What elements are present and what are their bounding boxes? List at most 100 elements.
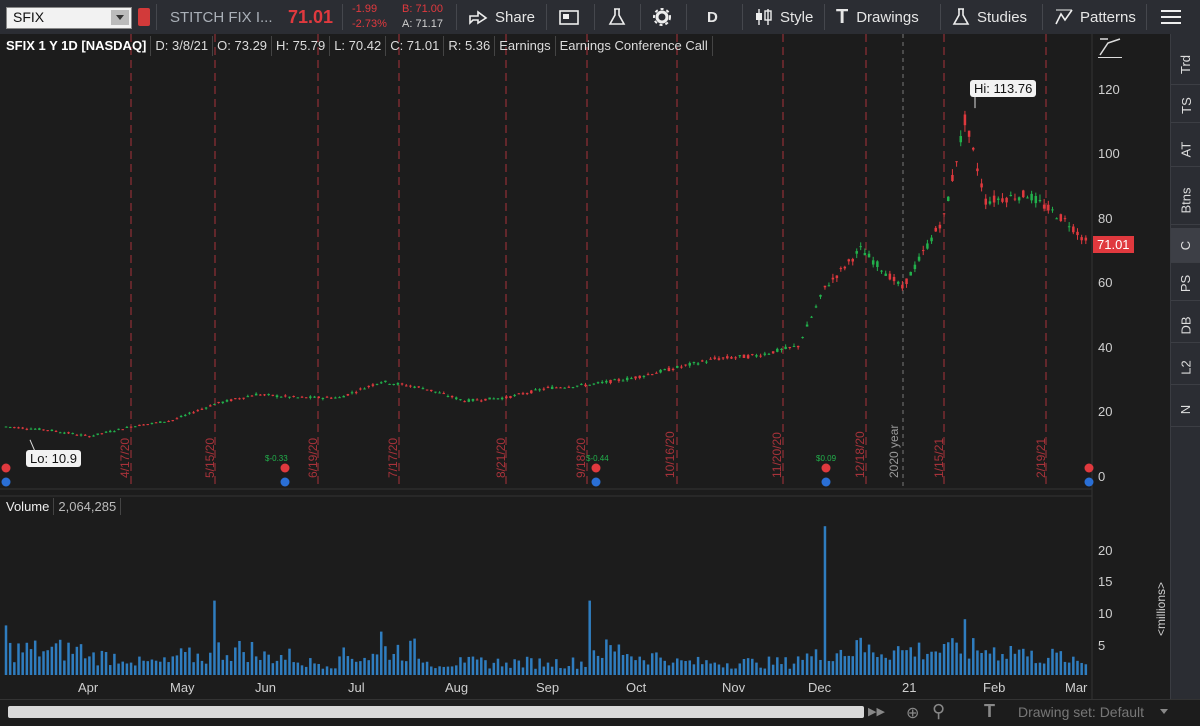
tab-l2[interactable]: L2 <box>1171 350 1200 385</box>
price-chart[interactable] <box>0 34 1170 699</box>
candle-body <box>133 426 137 428</box>
tab-trd[interactable]: Trd <box>1171 44 1200 85</box>
tab-at[interactable]: AT <box>1171 132 1200 167</box>
drawing-tool-icon[interactable]: T <box>984 701 995 721</box>
month-label: Apr <box>78 680 99 695</box>
volume-bar <box>988 653 992 675</box>
thinkback-button[interactable] <box>608 0 626 34</box>
menu-button[interactable] <box>1160 0 1182 34</box>
tab-ps[interactable]: PS <box>1171 266 1200 301</box>
candle-body <box>430 389 433 392</box>
volume-bar <box>663 660 666 675</box>
tab-c[interactable]: C <box>1171 228 1200 263</box>
volume-bar <box>1030 650 1033 675</box>
volume-bar <box>413 638 416 675</box>
volume-bar <box>1017 649 1021 675</box>
drawing-set-label[interactable]: Drawing set: Default <box>1018 704 1145 720</box>
candle-body <box>104 431 108 433</box>
patterns-button[interactable]: Patterns <box>1054 0 1136 34</box>
studies-flask-icon <box>952 8 970 25</box>
date-marker: 5/15/20 <box>203 437 217 478</box>
divider <box>686 4 687 30</box>
volume-bar <box>696 656 700 675</box>
tab-ts[interactable]: TS <box>1171 88 1200 123</box>
volume-bar <box>338 656 341 675</box>
flexible-grid-button[interactable] <box>558 0 580 34</box>
candle-body <box>146 424 150 426</box>
candle-body <box>317 396 320 399</box>
candle-body <box>92 435 95 437</box>
volume-bar <box>851 656 855 675</box>
candle-body <box>254 393 258 396</box>
candles-icon <box>756 9 772 25</box>
style-label: Style <box>780 8 814 26</box>
candle-body <box>831 277 835 280</box>
volume-bar <box>146 661 150 675</box>
volume-bar <box>721 667 725 675</box>
volume-bar <box>217 642 220 675</box>
volume-bar <box>525 656 529 675</box>
volume-bar <box>717 664 721 675</box>
symbol-input[interactable]: SFIX <box>6 7 132 29</box>
candle-body <box>788 346 792 348</box>
candle-body <box>567 386 571 388</box>
scroll-right-icon[interactable]: ▶▶ <box>868 706 885 718</box>
info-low: L: 70.42 <box>330 36 387 56</box>
tab-db[interactable]: DB <box>1171 308 1200 343</box>
candle-body <box>359 388 362 390</box>
share-button[interactable]: Share <box>468 0 535 34</box>
volume-bar <box>367 660 370 675</box>
info-earnings: Earnings <box>495 36 556 56</box>
month-label: Nov <box>722 680 746 695</box>
horizontal-scrollbar[interactable] <box>8 706 864 718</box>
candle-body <box>617 379 621 381</box>
chart-area[interactable] <box>0 34 1170 699</box>
candle-body <box>388 383 391 385</box>
tab-n[interactable]: N <box>1171 392 1200 427</box>
volume-bar <box>292 662 295 675</box>
candle-body <box>751 354 754 356</box>
candle-body <box>263 394 266 396</box>
info-open: O: 73.29 <box>213 36 273 56</box>
candle-body <box>221 401 225 403</box>
volume-bar <box>942 644 946 675</box>
volume-bar <box>505 662 508 675</box>
lock-icon[interactable] <box>138 8 150 26</box>
volume-bar <box>58 639 62 675</box>
date-marker: 10/16/20 <box>663 431 677 478</box>
magnifier-icon[interactable]: ⚲ <box>932 701 946 721</box>
candle-body <box>459 399 462 401</box>
candle-body <box>805 324 809 327</box>
style-button[interactable]: Style <box>754 0 813 34</box>
studies-button[interactable]: Studies <box>952 0 1027 34</box>
candle-body <box>709 358 712 360</box>
aggregation-button[interactable]: D <box>707 8 718 26</box>
volume-bar <box>238 640 241 675</box>
volume-bar <box>133 665 137 675</box>
divider <box>456 4 457 30</box>
price-type-icon[interactable] <box>1098 37 1122 58</box>
volume-bar <box>655 652 658 675</box>
candle-body <box>819 294 822 297</box>
volume-bar <box>392 653 395 675</box>
candle-body <box>1026 197 1029 199</box>
candle-body <box>888 273 892 280</box>
candle-body <box>575 385 579 387</box>
candle-body <box>225 400 229 402</box>
drawing-set-dropdown-icon[interactable] <box>1160 709 1168 714</box>
candle-body <box>926 243 929 249</box>
zoom-icon[interactable]: ⊕ <box>906 705 920 722</box>
volume-bar <box>843 656 847 675</box>
volume-bar <box>542 666 546 675</box>
volume-bar <box>488 668 491 675</box>
candle-body <box>234 398 237 400</box>
settings-button[interactable] <box>652 0 672 34</box>
volume-bar <box>555 659 558 675</box>
drawings-button[interactable]: T Drawings <box>836 0 919 34</box>
symbol-dropdown-button[interactable] <box>111 10 129 25</box>
volume-bar <box>446 666 450 675</box>
volume-bar <box>221 659 225 675</box>
volume-bar <box>600 657 604 675</box>
price-tick: 60 <box>1098 275 1113 290</box>
tab-btns[interactable]: Btns <box>1171 176 1200 225</box>
